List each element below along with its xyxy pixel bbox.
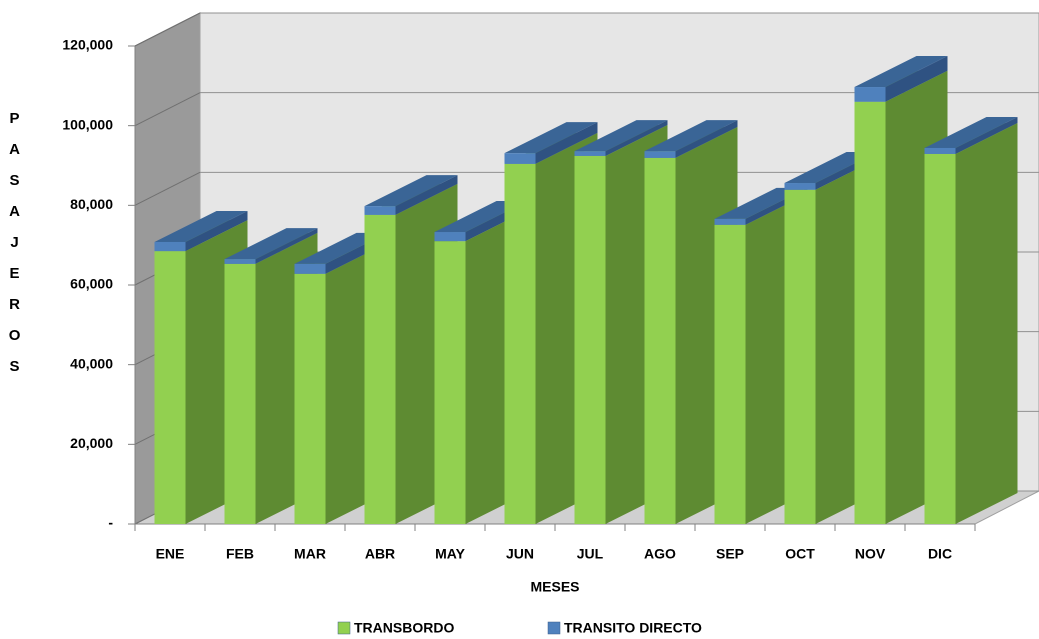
x-tick-label: AGO xyxy=(644,546,676,562)
x-tick-label: MAR xyxy=(294,546,326,562)
bar xyxy=(294,263,326,274)
bar xyxy=(574,151,606,156)
bar-top xyxy=(574,120,668,152)
bar-top xyxy=(154,210,248,242)
bar xyxy=(364,214,396,525)
x-tick-label: DIC xyxy=(928,546,952,562)
bar xyxy=(784,189,816,524)
bar xyxy=(364,206,396,215)
x-tick-label: NOV xyxy=(855,546,886,562)
bar-top xyxy=(364,175,458,207)
x-tick-label: ENE xyxy=(156,546,185,562)
grid-line xyxy=(134,12,201,47)
x-tick-label: MAY xyxy=(435,546,465,562)
bar xyxy=(434,241,466,524)
legend-label: TRANSBORDO xyxy=(354,620,454,636)
bar xyxy=(154,241,186,252)
bar xyxy=(714,224,746,524)
x-tick-label: JUN xyxy=(506,546,534,562)
x-tick-label: ABR xyxy=(365,546,395,562)
bar-side xyxy=(605,120,668,156)
bar-side xyxy=(535,122,598,164)
x-tick-label: FEB xyxy=(226,546,254,562)
grid-line xyxy=(134,92,201,127)
grid-line xyxy=(134,171,201,206)
bar xyxy=(854,87,886,102)
y-tick-label: 80,000 xyxy=(70,196,113,212)
bar-top xyxy=(644,120,738,152)
bar-top xyxy=(294,232,388,264)
bar xyxy=(924,153,956,524)
bar xyxy=(224,259,256,264)
y-tick-label: 20,000 xyxy=(70,435,113,451)
bar-side xyxy=(955,122,1018,524)
legend-swatch xyxy=(337,621,351,635)
bar xyxy=(294,273,326,524)
x-axis-label: MESES xyxy=(530,579,579,595)
bar xyxy=(714,218,746,225)
bar xyxy=(504,153,536,164)
bar xyxy=(434,232,466,242)
x-tick-label: SEP xyxy=(716,546,744,562)
bar-side xyxy=(885,56,948,102)
legend-label: TRANSITO DIRECTO xyxy=(564,620,702,636)
bar-side xyxy=(675,120,738,158)
bar-top xyxy=(924,116,1018,148)
bar-side xyxy=(255,228,318,264)
bar xyxy=(154,251,186,524)
bar xyxy=(504,163,536,524)
y-tick-label: 120,000 xyxy=(62,37,113,53)
y-tick-label: 60,000 xyxy=(70,276,113,292)
bar-top xyxy=(224,228,318,260)
y-tick-label: 40,000 xyxy=(70,355,113,371)
bar-top xyxy=(504,122,598,154)
bar xyxy=(854,101,886,525)
x-tick-label: JUL xyxy=(577,546,604,562)
bar-side xyxy=(395,175,458,215)
bar xyxy=(924,147,956,154)
bar xyxy=(224,263,256,524)
y-tick-label: - xyxy=(108,515,113,531)
bar xyxy=(644,157,676,524)
bar-side xyxy=(185,210,248,252)
bar xyxy=(574,155,606,524)
bar-top xyxy=(854,56,948,88)
bar-top xyxy=(784,152,878,184)
bar-side xyxy=(955,116,1018,154)
bar-top xyxy=(714,187,808,219)
bar xyxy=(784,183,816,190)
x-tick-label: OCT xyxy=(785,546,815,562)
bar-top xyxy=(434,201,528,233)
y-tick-label: 100,000 xyxy=(62,116,113,132)
legend-swatch xyxy=(547,621,561,635)
bar xyxy=(644,151,676,158)
y-axis-label: PASAJEROS xyxy=(6,110,23,389)
